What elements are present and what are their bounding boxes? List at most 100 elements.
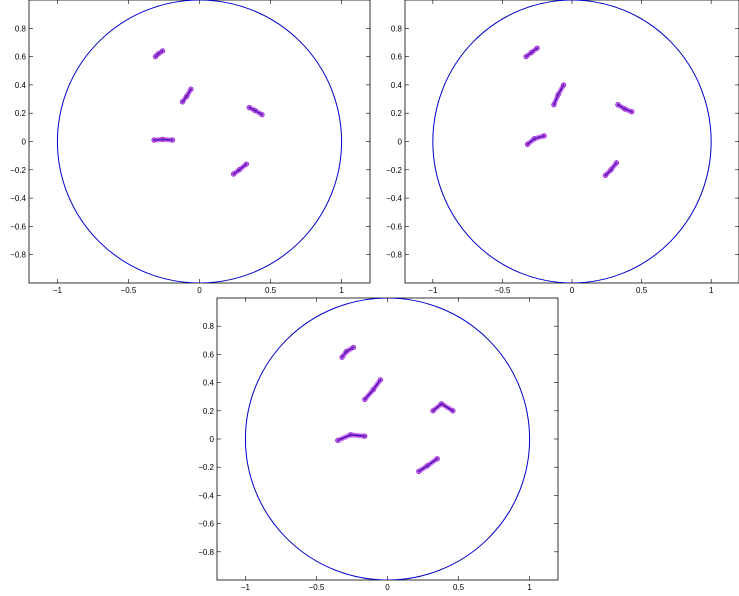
x-tick-label: −1 <box>241 583 251 592</box>
cluster-point <box>350 344 357 350</box>
cluster-point <box>523 53 529 60</box>
x-tick-label: 1 <box>527 583 532 592</box>
cluster-point <box>246 104 252 111</box>
cluster-core <box>155 50 164 58</box>
x-tick-label: 0 <box>570 286 575 295</box>
y-tick-label: −0.2 <box>386 166 402 175</box>
x-tick-label: 1 <box>339 286 344 295</box>
cluster-point <box>151 137 157 143</box>
cluster-point <box>555 92 561 98</box>
cluster-point <box>551 102 557 108</box>
x-tick-label: 0.5 <box>453 583 465 592</box>
cluster-5 <box>416 456 440 475</box>
cluster-core <box>553 84 565 106</box>
cluster-4 <box>335 432 368 444</box>
cluster-core <box>432 403 454 412</box>
cluster-point <box>416 468 422 475</box>
panel-1: −1 −0.5 0 0.5 1 0.8 0.6 0.4 0.2 0 −0.2 −0.4 −0.6 −0.8 <box>10 0 371 295</box>
x-tick-label: 0 <box>385 583 390 592</box>
cluster-core <box>364 379 381 400</box>
cluster-point <box>159 136 166 143</box>
y-tick-label: 0.6 <box>203 350 215 359</box>
cluster-5 <box>230 161 250 177</box>
cluster-point <box>541 133 547 139</box>
cluster-point <box>613 160 620 166</box>
x-tick-label: −0.5 <box>309 583 325 592</box>
cluster-point <box>615 102 621 108</box>
y-tick-label: 0.2 <box>15 109 27 118</box>
cluster-4 <box>524 133 547 147</box>
cluster-core <box>337 434 366 441</box>
cluster-point <box>622 106 628 112</box>
cluster-point <box>377 377 384 383</box>
cluster-1 <box>523 45 540 60</box>
cluster-point <box>152 53 159 60</box>
cluster-point <box>179 99 186 105</box>
cluster-3 <box>246 104 265 118</box>
cluster-core <box>527 135 545 145</box>
y-tick-label: −0.6 <box>198 520 214 529</box>
cluster-point <box>335 437 341 444</box>
x-tick-label: 0 <box>197 286 202 295</box>
cluster-point <box>608 167 614 173</box>
unit-circle <box>244 298 531 580</box>
plot-frame <box>404 0 739 284</box>
cluster-point <box>424 463 430 469</box>
cluster-point <box>243 161 250 167</box>
cluster-point <box>561 82 567 88</box>
y-tick-label: 0.8 <box>15 24 27 33</box>
cluster-1 <box>152 48 166 60</box>
x-tick-label: −0.5 <box>495 286 511 295</box>
y-tick-label: −0.8 <box>386 251 402 260</box>
plot-frame <box>216 297 559 581</box>
y-tick-label: −0.2 <box>198 463 214 472</box>
y-tick-label: 0.8 <box>203 322 215 331</box>
cluster-point <box>362 396 368 403</box>
cluster-point <box>362 433 368 439</box>
cluster-2 <box>551 82 567 108</box>
y-tick-label: −0.8 <box>10 251 26 260</box>
y-tick-label: 0 <box>210 435 215 444</box>
y-tick-label: 0.4 <box>203 379 215 388</box>
x-tick-label: −1 <box>53 286 63 295</box>
y-tick-label: −0.4 <box>386 194 402 203</box>
cluster-point <box>159 48 166 54</box>
x-tick-label: 0.5 <box>636 286 648 295</box>
cluster-point <box>524 141 531 147</box>
cluster-point <box>534 45 540 51</box>
cluster-3 <box>430 401 456 414</box>
cluster-point <box>347 432 354 438</box>
cluster-point <box>230 171 237 177</box>
y-tick-label: 0.4 <box>391 81 403 90</box>
cluster-point <box>184 93 190 99</box>
y-tick-label: 0.8 <box>391 24 403 33</box>
cluster-point <box>259 111 265 118</box>
cluster-point <box>252 107 258 114</box>
cluster-point <box>430 408 436 414</box>
cluster-point <box>528 49 535 56</box>
y-tick-label: −0.6 <box>386 222 402 231</box>
y-tick-label: 0.2 <box>391 109 403 118</box>
cluster-4 <box>151 136 176 143</box>
cluster-point <box>531 136 538 142</box>
y-tick-label: 0 <box>398 138 403 147</box>
y-tick-label: 0.6 <box>391 53 403 62</box>
unit-circle <box>56 0 343 283</box>
y-tick-label: −0.4 <box>10 194 26 203</box>
y-tick-label: 0.6 <box>15 53 27 62</box>
x-tick-label: −0.5 <box>121 286 137 295</box>
x-tick-label: −1 <box>428 286 438 295</box>
cluster-point <box>438 401 445 407</box>
cluster-core <box>153 138 173 141</box>
x-tick-label: 1 <box>709 286 714 295</box>
plot-frame <box>28 0 371 284</box>
cluster-2 <box>362 377 384 403</box>
cluster-5 <box>602 160 620 179</box>
cluster-3 <box>615 102 635 115</box>
cluster-point <box>169 137 176 143</box>
y-tick-label: 0 <box>22 138 27 147</box>
y-tick-label: −0.2 <box>10 166 26 175</box>
y-tick-label: −0.8 <box>198 548 214 557</box>
cluster-point <box>602 172 609 179</box>
